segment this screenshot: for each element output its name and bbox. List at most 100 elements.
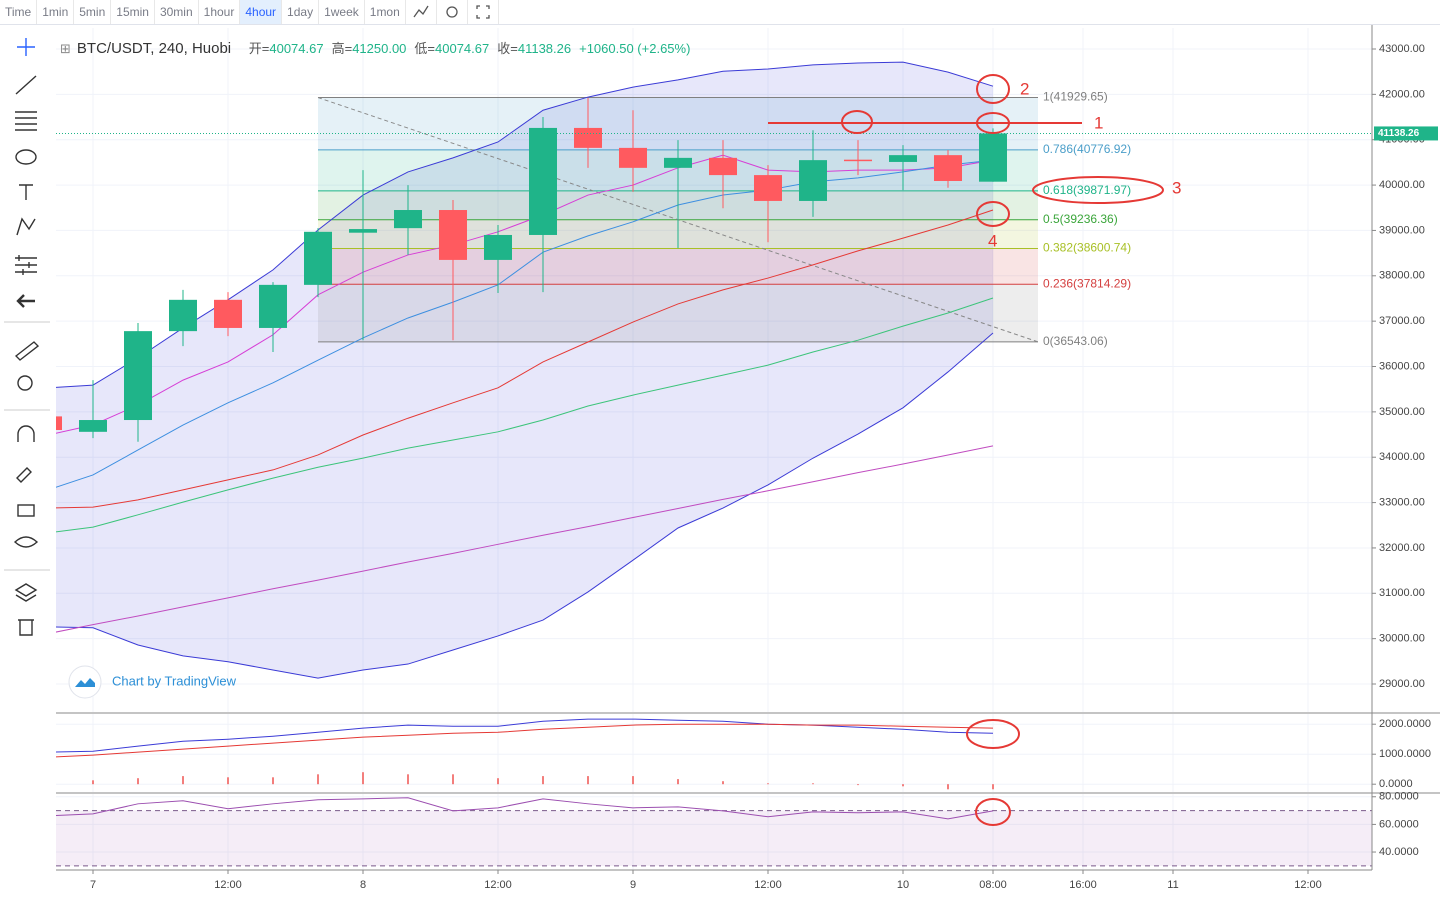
interval-button[interactable]: 15min <box>111 0 155 24</box>
visibility-tool[interactable] <box>13 536 39 548</box>
x-tick-label: 12:00 <box>214 879 242 891</box>
histogram-bar <box>632 776 634 785</box>
candle-body <box>79 420 107 432</box>
annotation-circle <box>841 110 873 134</box>
fib-label: 0.5(39236.36) <box>1043 212 1118 226</box>
x-tick-label: 12:00 <box>754 879 782 891</box>
legend-header: ⊞ BTC/USDT, 240, Huobi 开=40074.67 高=41250.… <box>60 38 698 57</box>
magnet-tool[interactable] <box>17 425 35 442</box>
interval-button[interactable]: Time <box>0 0 38 24</box>
fib-tool[interactable] <box>15 111 37 131</box>
symbol: BTC/USDT, 240, Huobi <box>76 40 232 57</box>
histogram-bar <box>857 784 859 786</box>
interval-button[interactable]: 1week <box>319 0 365 24</box>
expand-icon[interactable]: ⊞ <box>60 41 71 56</box>
x-tick-label: 11 <box>1167 879 1178 891</box>
interval-button[interactable]: 5min <box>74 0 112 24</box>
watermark: Chart by TradingView <box>68 665 237 699</box>
indicator-line <box>56 797 994 820</box>
histogram-bar <box>902 784 904 787</box>
y-tick-label: 35000.00 <box>1379 406 1425 418</box>
interval-button[interactable]: 30min <box>155 0 199 24</box>
crosshair-tool[interactable] <box>17 38 35 56</box>
y-tick-label: 42000.00 <box>1379 88 1425 100</box>
ohlc-value: 40074.67 <box>269 41 324 56</box>
x-tick-label: 7 <box>90 879 96 891</box>
price-panel: 1(41929.65) 0.786(40776.92) 0.618(39871.97… <box>56 28 1372 712</box>
interval-button[interactable]: 4hour <box>240 0 283 24</box>
watermark-icon <box>68 665 102 699</box>
fib-zone <box>318 248 1038 285</box>
candle-body <box>394 210 422 229</box>
pattern-tool[interactable] <box>16 217 36 236</box>
candle-body <box>709 157 737 176</box>
fib-label: 0.618(39871.97) <box>1043 183 1131 197</box>
candle-body <box>844 159 872 162</box>
y-tick-label: 1000.0000 <box>1379 748 1431 760</box>
x-tick-label: 12:00 <box>1294 879 1322 891</box>
candle-body <box>619 147 647 168</box>
candle-body <box>56 416 62 431</box>
interval-button[interactable]: 1day <box>282 0 320 24</box>
candle-body <box>169 299 197 332</box>
candle-body <box>259 284 287 328</box>
chart-type-button[interactable] <box>406 0 437 24</box>
ohlc-label: 高= <box>331 41 353 56</box>
prediction-tool[interactable] <box>15 255 37 275</box>
indicator-line <box>56 445 994 633</box>
interval-button[interactable]: 1min <box>37 0 75 24</box>
histogram-bar <box>272 777 274 785</box>
x-tick-label: 8 <box>360 879 366 891</box>
histogram-bar <box>182 776 184 785</box>
annotation-circle <box>976 74 1010 104</box>
histogram-bar <box>677 779 679 785</box>
draw-mode-tool[interactable] <box>16 467 32 483</box>
histogram-bar <box>317 774 319 785</box>
zoom-tool[interactable] <box>17 375 33 391</box>
shape-tool[interactable] <box>15 149 37 165</box>
histogram-bar <box>767 783 769 785</box>
settings-button[interactable] <box>437 0 468 24</box>
delete-tool[interactable] <box>18 619 34 636</box>
y-tick-label: 34000.00 <box>1379 451 1425 463</box>
candle-body <box>349 229 377 233</box>
candle-body <box>529 127 557 235</box>
interval-button[interactable]: 1mon <box>365 0 406 24</box>
y-tick-label: 36000.00 <box>1379 360 1425 372</box>
y-tick-label: 33000.00 <box>1379 496 1425 508</box>
interval-button[interactable]: 1hour <box>199 0 241 24</box>
candle-body <box>124 331 152 421</box>
annotation-circle <box>976 201 1010 227</box>
histogram-bar <box>947 784 949 790</box>
lock-tool[interactable] <box>17 504 35 517</box>
y-tick-label: 40000.00 <box>1379 179 1425 191</box>
measure-tool[interactable] <box>14 341 40 361</box>
ohlc-value: 40074.67 <box>435 41 490 56</box>
fullscreen-button[interactable] <box>468 0 499 24</box>
x-tick-label: 9 <box>630 879 636 891</box>
annotation-label: 2 <box>1020 79 1029 98</box>
y-tick-label: 43000.00 <box>1379 43 1425 55</box>
annotation-circle <box>975 798 1011 826</box>
annotation-circle <box>976 112 1010 134</box>
annotation-label: 1 <box>1094 113 1103 132</box>
fib-label: 0.786(40776.92) <box>1043 142 1131 156</box>
histogram-bar <box>92 780 94 785</box>
candle-body <box>214 299 242 328</box>
annotations: 1 2 3 4 <box>768 74 1181 826</box>
layers-tool[interactable] <box>14 583 38 602</box>
left-toolbar[interactable] <box>4 38 50 636</box>
level-zone <box>56 810 1372 866</box>
ohlc-label: 收= <box>497 41 518 56</box>
indicator-line <box>56 723 994 758</box>
candle-body <box>304 231 332 285</box>
y-tick-label: 29000.00 <box>1379 678 1425 690</box>
y-tick-label: 37000.00 <box>1379 315 1425 327</box>
back-tool[interactable] <box>16 294 35 308</box>
indicator-line <box>56 154 994 434</box>
text-tool[interactable] <box>19 184 33 200</box>
last-price-tag <box>1374 126 1438 141</box>
indicator-line <box>56 159 994 488</box>
trendline-tool[interactable] <box>15 75 37 95</box>
